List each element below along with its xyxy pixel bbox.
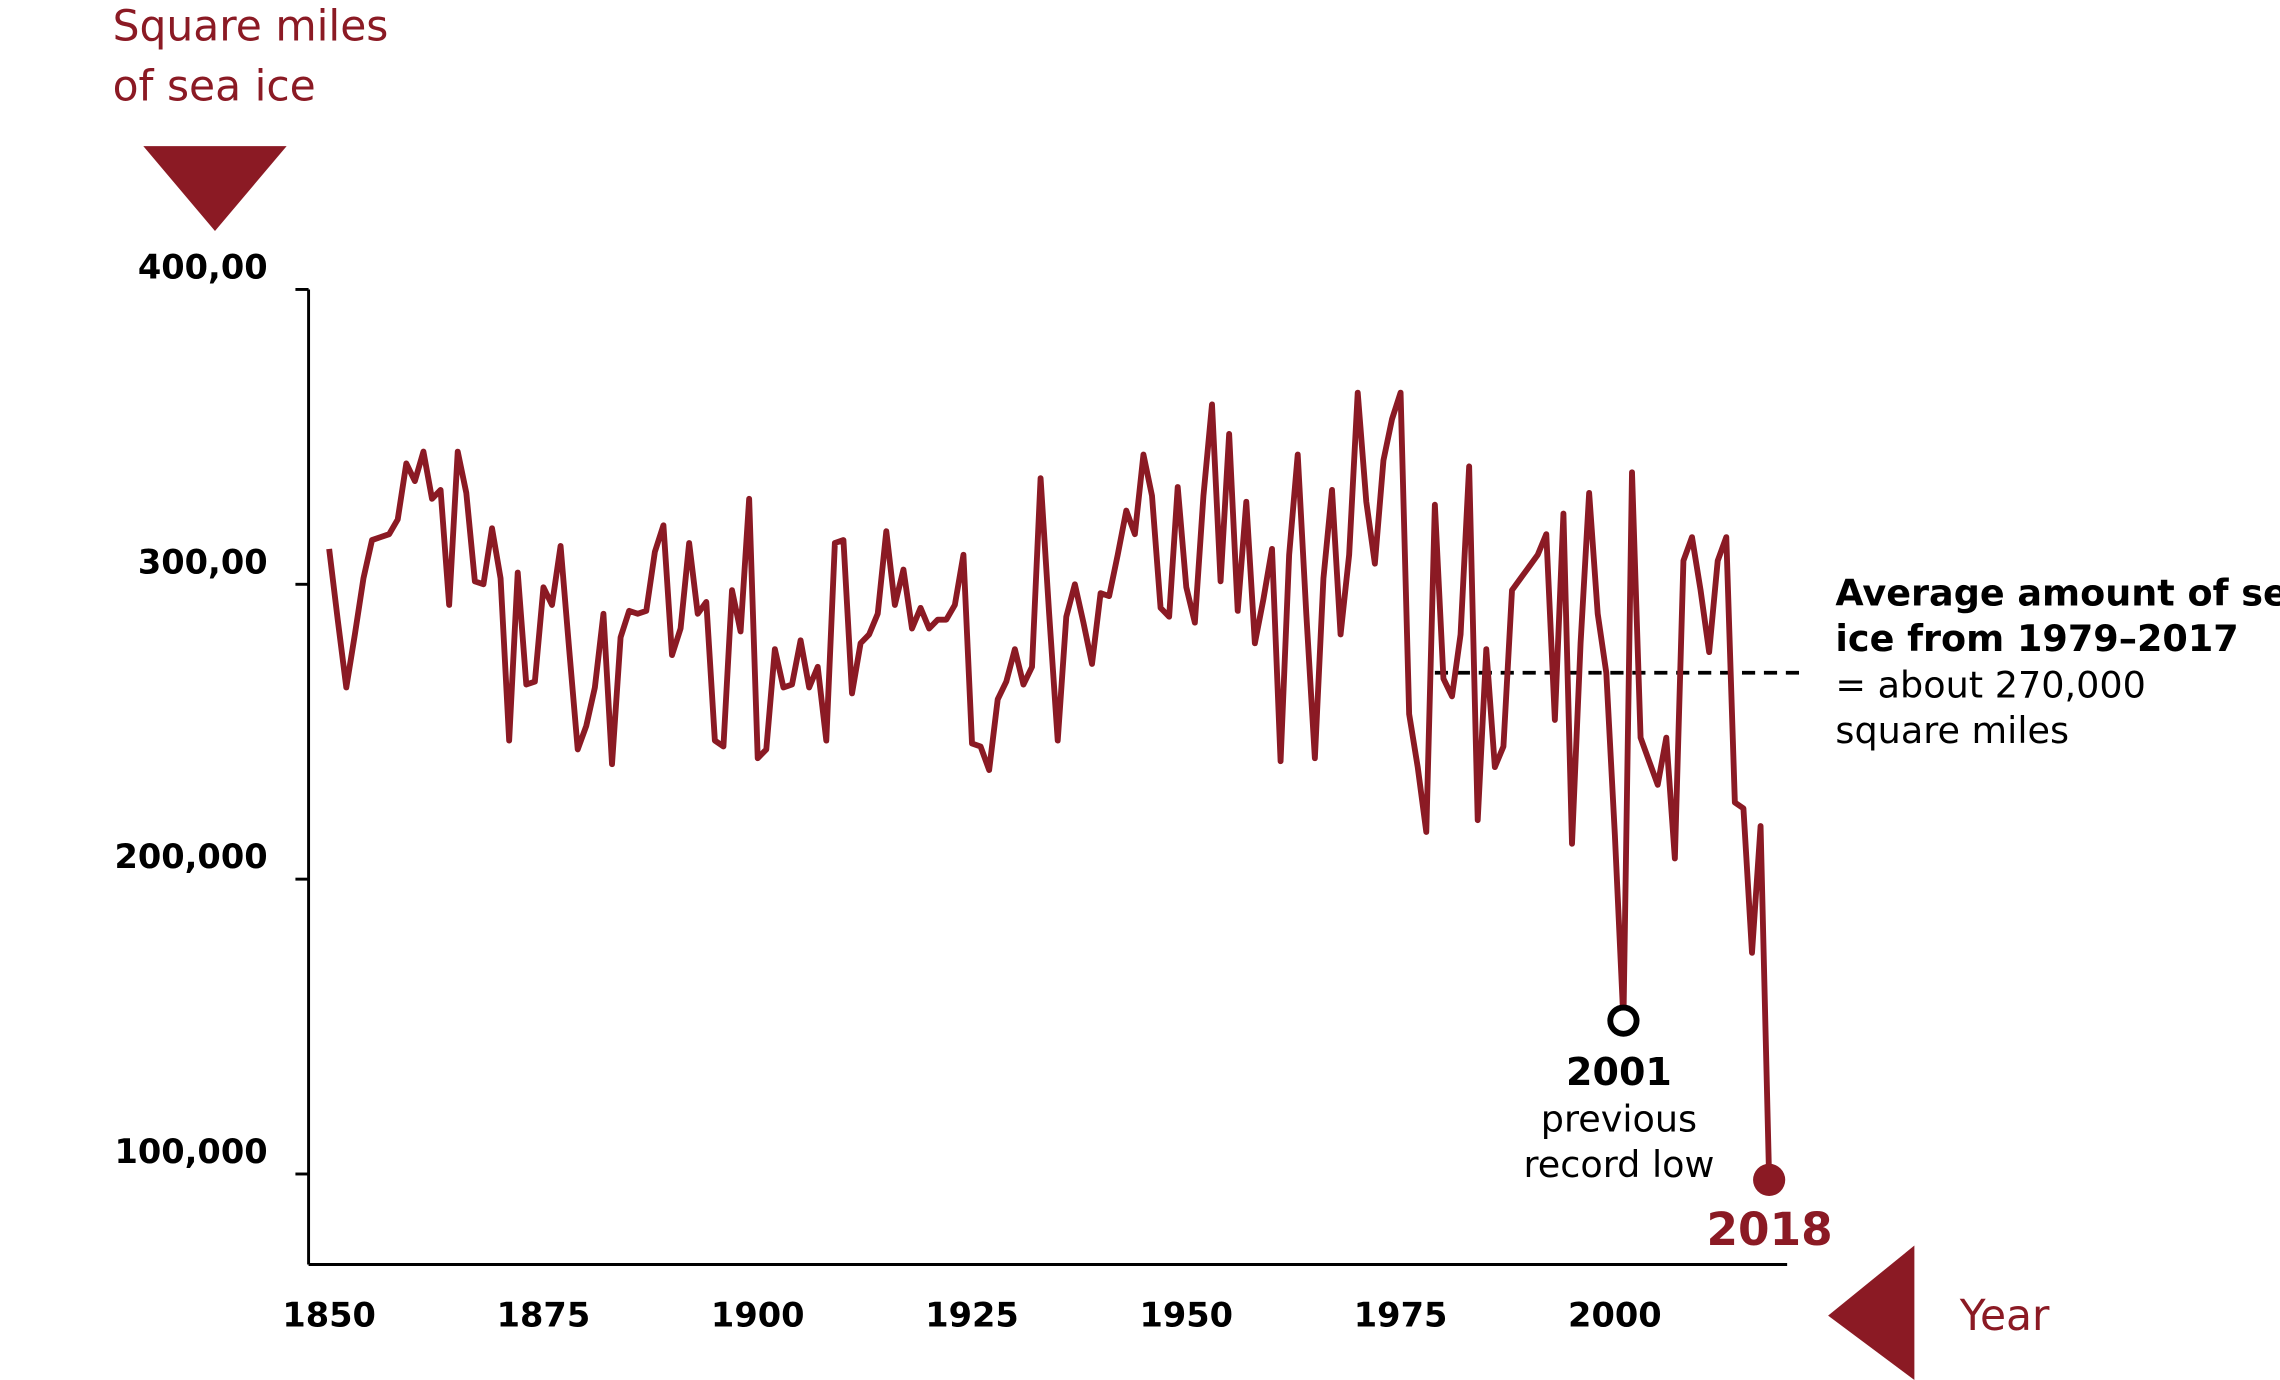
average-label: = about 270,000 xyxy=(1835,664,2146,707)
x-tick-label: 2000 xyxy=(1568,1296,1662,1335)
average-label: square miles xyxy=(1835,709,2069,752)
x-tick-label: 1950 xyxy=(1140,1296,1234,1335)
y-tick-label: 100,000 xyxy=(115,1132,268,1171)
x-tick-label: 1900 xyxy=(711,1296,805,1335)
average-label: Average amount of sea xyxy=(1835,571,2280,614)
record-note: record low xyxy=(1524,1143,1715,1186)
x-tick-label: 1975 xyxy=(1354,1296,1448,1335)
x-arrow xyxy=(1828,1245,1915,1380)
data-line xyxy=(326,389,1773,1180)
x-tick-label: 1925 xyxy=(925,1296,1019,1335)
record-year: 2001 xyxy=(1566,1050,1672,1094)
x-axis-label: Year xyxy=(1959,1291,2050,1340)
record-note: previous xyxy=(1541,1098,1697,1141)
y-axis-label: of sea ice xyxy=(113,62,316,111)
y-tick-label: 400,00 xyxy=(138,247,268,286)
x-tick-label: 1850 xyxy=(282,1296,376,1335)
y-tick-label: 200,000 xyxy=(115,837,268,876)
y-arrow xyxy=(143,146,287,231)
y-axis-label: Square miles xyxy=(113,2,389,51)
record-marker xyxy=(1607,1004,1640,1037)
latest-year: 2018 xyxy=(1707,1203,1833,1256)
y-tick-label: 300,00 xyxy=(138,542,268,581)
average-label: ice from 1979–2017 xyxy=(1835,617,2238,660)
latest-marker xyxy=(1753,1163,1786,1196)
x-tick-label: 1875 xyxy=(497,1296,591,1335)
